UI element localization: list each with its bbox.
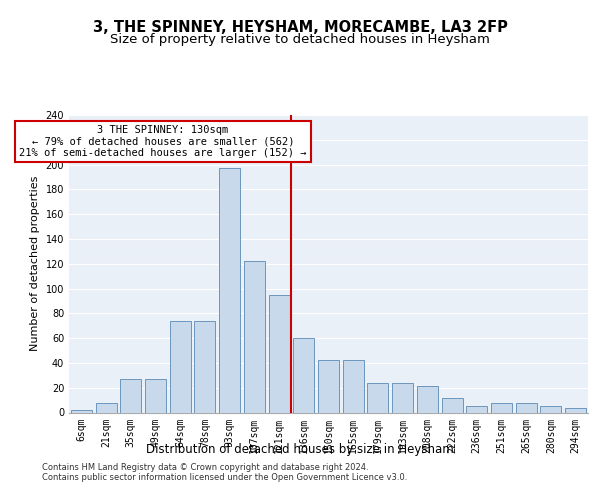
Bar xyxy=(194,321,215,412)
Y-axis label: Number of detached properties: Number of detached properties xyxy=(30,176,40,352)
Bar xyxy=(95,402,116,412)
Bar xyxy=(442,398,463,412)
Bar xyxy=(417,386,438,412)
Bar xyxy=(466,406,487,412)
Bar xyxy=(145,379,166,412)
Text: Contains HM Land Registry data © Crown copyright and database right 2024.
Contai: Contains HM Land Registry data © Crown c… xyxy=(42,462,407,482)
Bar xyxy=(541,406,562,412)
Bar xyxy=(318,360,339,412)
Bar xyxy=(293,338,314,412)
Bar xyxy=(367,383,388,412)
Bar xyxy=(269,294,290,412)
Bar xyxy=(565,408,586,412)
Text: Distribution of detached houses by size in Heysham: Distribution of detached houses by size … xyxy=(146,442,454,456)
Text: Size of property relative to detached houses in Heysham: Size of property relative to detached ho… xyxy=(110,32,490,46)
Bar xyxy=(491,402,512,412)
Text: 3 THE SPINNEY: 130sqm
← 79% of detached houses are smaller (562)
21% of semi-det: 3 THE SPINNEY: 130sqm ← 79% of detached … xyxy=(19,125,307,158)
Bar xyxy=(170,321,191,412)
Bar xyxy=(516,402,537,412)
Bar xyxy=(71,410,92,412)
Bar xyxy=(392,383,413,412)
Bar xyxy=(120,379,141,412)
Bar xyxy=(343,360,364,412)
Bar xyxy=(219,168,240,412)
Text: 3, THE SPINNEY, HEYSHAM, MORECAMBE, LA3 2FP: 3, THE SPINNEY, HEYSHAM, MORECAMBE, LA3 … xyxy=(92,20,508,35)
Bar xyxy=(244,262,265,412)
